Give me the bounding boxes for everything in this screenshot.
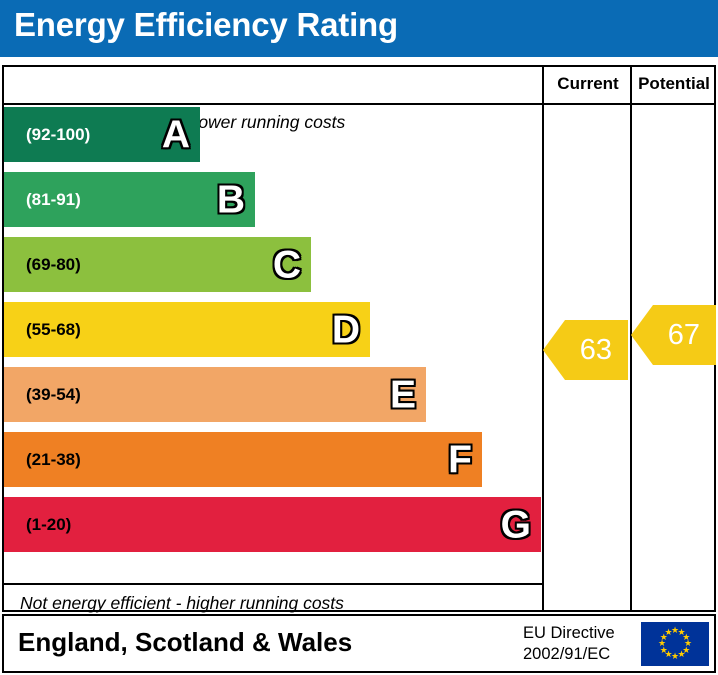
divider-bottom — [4, 583, 542, 585]
band-range-a: (92-100) — [26, 124, 91, 144]
chart-body: Current Potential Very energy efficient … — [2, 65, 716, 613]
divider-top — [4, 103, 542, 105]
footer-region-label: England, Scotland & Wales — [18, 627, 353, 657]
band-range-b: (81-91) — [26, 189, 81, 209]
band-range-g: (1-20) — [26, 514, 72, 534]
band-letter-f: F — [447, 438, 473, 481]
band-bar-c: (69-80) C — [4, 237, 311, 292]
band-range-d: (55-68) — [26, 319, 81, 339]
divider-current-column — [542, 67, 544, 610]
eu-flag-icon — [641, 622, 709, 666]
divider-column-headers — [542, 103, 716, 105]
divider-potential-column — [630, 67, 632, 610]
caption-not-efficient: Not energy efficient - higher running co… — [20, 593, 344, 613]
band-range-f: (21-38) — [26, 449, 81, 469]
potential-rating-arrow: 67 — [631, 305, 716, 365]
band-bar-a: (92-100) A — [4, 107, 200, 162]
band-bars: (92-100) A (81-91) B (69-80) C (55-68) D (39-54)… — [4, 103, 542, 583]
band-bar-b: (81-91) B — [4, 172, 255, 227]
band-letter-a: A — [161, 113, 192, 156]
band-bar-e: (39-54) E — [4, 367, 426, 422]
chart-header: Energy Efficiency Rating — [0, 0, 718, 57]
column-header-potential: Potential — [638, 74, 710, 93]
band-letter-g: G — [499, 503, 532, 546]
band-letter-e: E — [389, 373, 418, 416]
band-bar-f: (21-38) F — [4, 432, 482, 487]
band-letter-b: B — [216, 178, 247, 221]
current-rating-value: 63 — [579, 333, 612, 366]
eu-directive-text: EU Directive 2002/91/EC — [523, 623, 633, 664]
eu-directive-line-1: EU Directive — [523, 624, 615, 642]
band-range-c: (69-80) — [26, 254, 81, 274]
band-letter-c: C — [272, 243, 303, 286]
page-title: Energy Efficiency Rating — [14, 6, 398, 43]
potential-rating-value: 67 — [667, 318, 700, 351]
chart-footer: England, Scotland & Wales EU Directive 2… — [2, 614, 716, 673]
eu-directive-line-2: 2002/91/EC — [523, 644, 611, 663]
band-bar-d: (55-68) D — [4, 302, 370, 357]
band-letter-d: D — [331, 308, 362, 351]
current-rating-arrow: 63 — [543, 320, 628, 380]
column-header-current: Current — [557, 74, 619, 93]
band-range-e: (39-54) — [26, 384, 81, 404]
band-bar-g: (1-20) G — [4, 497, 541, 552]
